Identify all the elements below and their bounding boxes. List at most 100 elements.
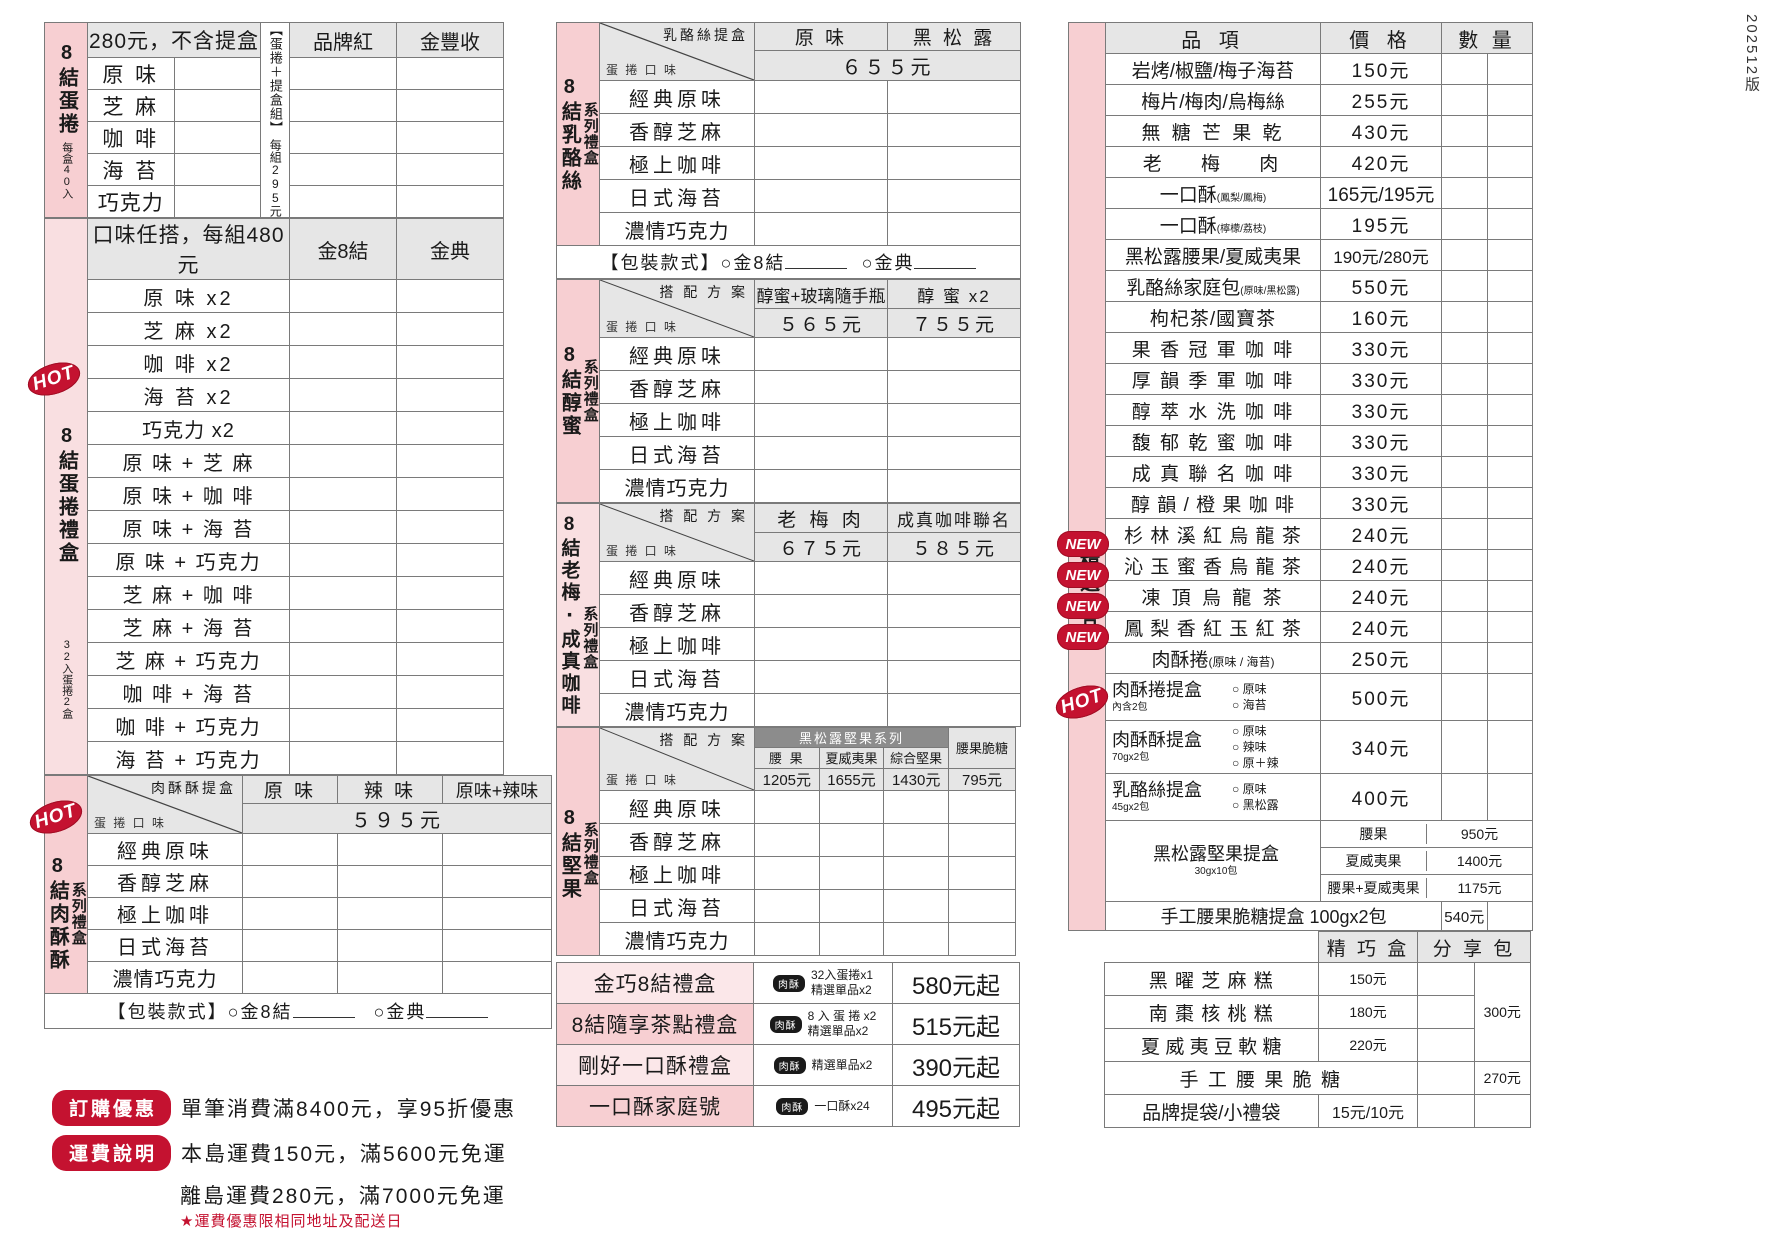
optrow-options[interactable]: ○ 原味 ○ 海苔 <box>1224 681 1267 713</box>
giftbox-goldclassic-cell[interactable] <box>396 708 504 742</box>
item-qty-cell[interactable] <box>1486 456 1533 488</box>
giftbox-gold8-cell[interactable] <box>289 675 397 709</box>
pork-qty-cell[interactable] <box>337 961 443 994</box>
optrow-option[interactable]: ○ 原＋辣 <box>1232 756 1279 771</box>
nuts-qty-cell[interactable] <box>754 856 820 890</box>
cake-qty-cell[interactable] <box>1417 962 1475 996</box>
item-qty-cell[interactable] <box>1441 115 1488 147</box>
giftbox-gold8-cell[interactable] <box>289 642 397 676</box>
nuts-qty-cell[interactable] <box>948 823 1016 857</box>
eggroll8-qty-cell[interactable] <box>173 121 261 154</box>
giftbox-goldclassic-cell[interactable] <box>396 576 504 610</box>
pork-qty-cell[interactable] <box>442 897 552 930</box>
optrow-option[interactable]: ○ 辣味 <box>1232 739 1267 754</box>
giftbox-goldclassic-cell[interactable] <box>396 312 504 346</box>
plumcoffee-qty-cell[interactable] <box>754 561 888 595</box>
item-qty-cell[interactable] <box>1486 177 1533 209</box>
giftbox-gold8-cell[interactable] <box>289 378 397 412</box>
giftbox-gold8-cell[interactable] <box>289 411 397 445</box>
eggroll8-goldharvest-cell[interactable] <box>396 57 504 90</box>
honey-qty-cell[interactable] <box>887 370 1021 404</box>
honey-qty-cell[interactable] <box>754 436 888 470</box>
plumcoffee-qty-cell[interactable] <box>887 594 1021 628</box>
item-qty-cell[interactable] <box>1441 720 1488 774</box>
honey-qty-cell[interactable] <box>887 403 1021 437</box>
item-qty-cell[interactable] <box>1486 518 1533 550</box>
cake-qty-cell[interactable] <box>1417 1061 1475 1095</box>
plumcoffee-qty-cell[interactable] <box>887 693 1021 727</box>
giftbox-gold8-cell[interactable] <box>289 279 397 313</box>
giftbox-goldclassic-cell[interactable] <box>396 378 504 412</box>
left-packaging-note[interactable]: 【包裝款式】○金8結 ○金典 <box>44 993 552 1029</box>
nuts-qty-cell[interactable] <box>754 922 820 956</box>
giftbox-gold8-cell[interactable] <box>289 609 397 643</box>
giftbox-goldclassic-cell[interactable] <box>396 675 504 709</box>
item-qty-cell[interactable] <box>1441 146 1488 178</box>
item-qty-cell[interactable] <box>1441 332 1488 364</box>
optrow-option[interactable]: ○ 黑松露 <box>1232 798 1279 812</box>
item-qty-cell[interactable] <box>1486 115 1533 147</box>
item-qty-cell[interactable] <box>1486 363 1533 395</box>
cheese-qty-cell[interactable] <box>887 179 1021 213</box>
item-qty-cell[interactable] <box>1441 773 1488 821</box>
eggroll8-goldharvest-cell[interactable] <box>396 89 504 122</box>
packaging-blank-1[interactable] <box>292 1017 355 1018</box>
pork-qty-cell[interactable] <box>337 929 443 962</box>
eggroll8-brandred-cell[interactable] <box>289 121 397 154</box>
item-qty-cell[interactable] <box>1486 773 1533 821</box>
giftbox-goldclassic-cell[interactable] <box>396 279 504 313</box>
packaging-blank-1[interactable] <box>785 268 848 269</box>
item-qty-cell[interactable] <box>1486 84 1533 116</box>
giftbox-gold8-cell[interactable] <box>289 543 397 577</box>
item-qty-cell[interactable] <box>1441 239 1488 271</box>
item-qty-cell[interactable] <box>1441 642 1488 674</box>
item-qty-cell[interactable] <box>1486 901 1533 931</box>
giftbox-goldclassic-cell[interactable] <box>396 543 504 577</box>
giftbox-goldclassic-cell[interactable] <box>396 510 504 544</box>
item-qty-cell[interactable] <box>1486 208 1533 240</box>
nuts-qty-cell[interactable] <box>818 922 885 956</box>
item-qty-cell[interactable] <box>1486 270 1533 302</box>
packaging-option-classic[interactable]: ○金典 <box>861 253 915 273</box>
eggroll8-brandred-cell[interactable] <box>289 57 397 90</box>
honey-qty-cell[interactable] <box>754 469 888 503</box>
optrow-options[interactable]: ○ 原味 ○ 辣味 ○ 原＋辣 <box>1224 723 1279 772</box>
eggroll8-brandred-cell[interactable] <box>289 153 397 186</box>
nuts-qty-cell[interactable] <box>818 790 885 824</box>
item-qty-cell[interactable] <box>1486 549 1533 581</box>
giftbox-gold8-cell[interactable] <box>289 345 397 379</box>
item-qty-cell[interactable] <box>1486 580 1533 612</box>
packaging-blank-2[interactable] <box>914 268 977 269</box>
honey-qty-cell[interactable] <box>887 469 1021 503</box>
nuts-qty-cell[interactable] <box>818 823 885 857</box>
item-qty-cell[interactable] <box>1486 146 1533 178</box>
pork-qty-cell[interactable] <box>442 961 552 994</box>
item-qty-cell[interactable] <box>1486 239 1533 271</box>
item-qty-cell[interactable] <box>1441 487 1488 519</box>
item-qty-cell[interactable] <box>1441 84 1488 116</box>
packaging-option-gold8[interactable]: ○金8結 <box>227 1002 293 1022</box>
item-qty-cell[interactable] <box>1441 177 1488 209</box>
eggroll8-goldharvest-cell[interactable] <box>396 153 504 186</box>
giftbox-gold8-cell[interactable] <box>289 312 397 346</box>
giftbox-goldclassic-cell[interactable] <box>396 411 504 445</box>
honey-qty-cell[interactable] <box>754 403 888 437</box>
honey-qty-cell[interactable] <box>754 337 888 371</box>
item-qty-cell[interactable] <box>1486 394 1533 426</box>
eggroll8-brandred-cell[interactable] <box>289 89 397 122</box>
plumcoffee-qty-cell[interactable] <box>754 594 888 628</box>
nuts-qty-cell[interactable] <box>883 790 949 824</box>
item-qty-cell[interactable] <box>1486 425 1533 457</box>
nuts-qty-cell[interactable] <box>818 856 885 890</box>
item-qty-cell[interactable] <box>1486 301 1533 333</box>
giftbox-gold8-cell[interactable] <box>289 510 397 544</box>
cheese-qty-cell[interactable] <box>754 179 888 213</box>
cheese-qty-cell[interactable] <box>754 146 888 180</box>
item-qty-cell[interactable] <box>1441 456 1488 488</box>
giftbox-gold8-cell[interactable] <box>289 708 397 742</box>
item-qty-cell[interactable] <box>1486 611 1533 643</box>
packaging-option-classic[interactable]: ○金典 <box>373 1002 427 1022</box>
optrow-option[interactable]: ○ 原味 <box>1232 681 1267 696</box>
item-qty-cell[interactable] <box>1441 549 1488 581</box>
nuts-qty-cell[interactable] <box>754 790 820 824</box>
